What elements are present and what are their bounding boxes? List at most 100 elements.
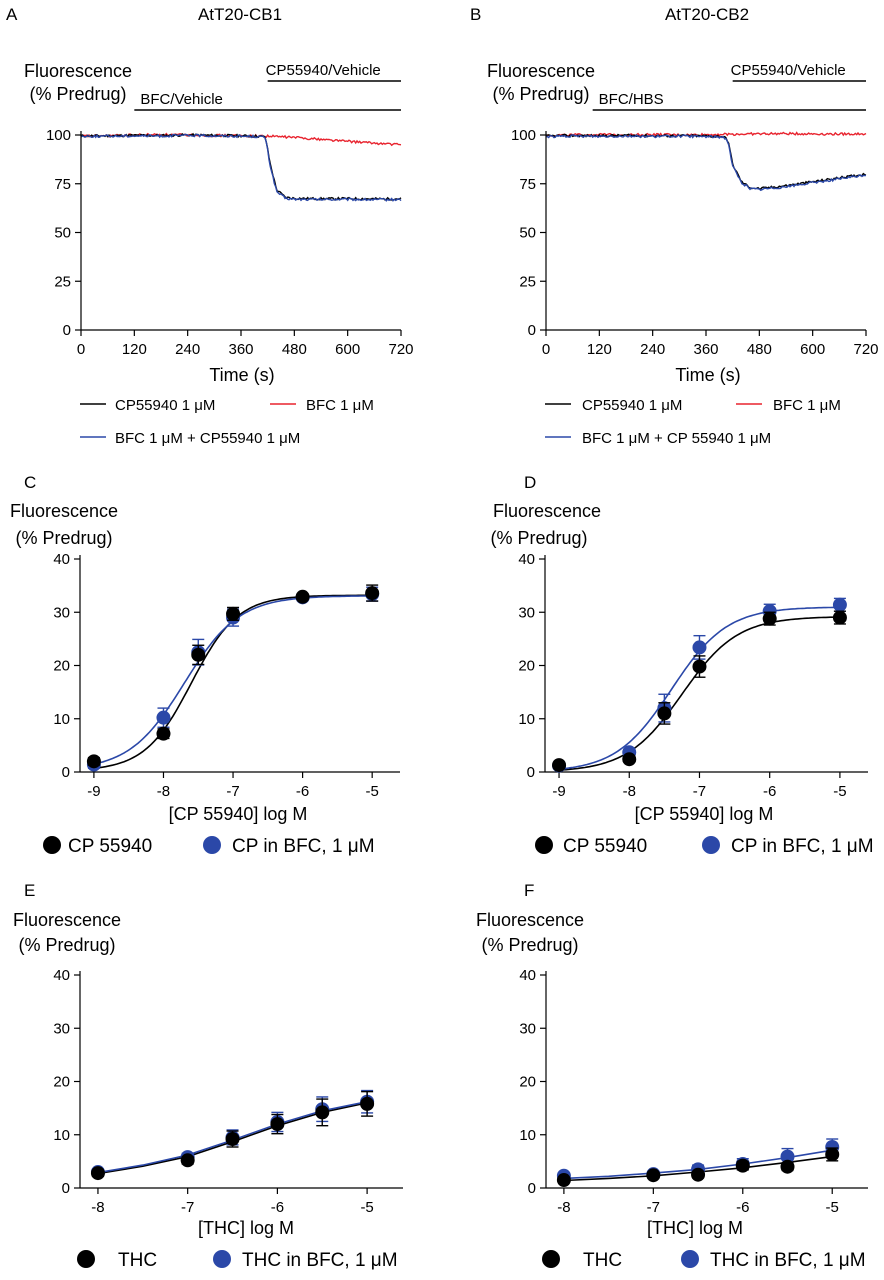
- y-axis-label-line2: (% Predrug): [490, 528, 587, 548]
- y-axis-label-line1: Fluorescence: [24, 61, 132, 81]
- x-tick-label: 480: [282, 341, 307, 358]
- legend-label: BFC 1 μM + CP 55940 1 μM: [582, 430, 771, 447]
- data-point: [762, 611, 777, 626]
- y-tick-label: 100: [46, 127, 71, 144]
- data-point: [156, 710, 171, 725]
- data-point: [365, 586, 380, 601]
- x-axis-label: Time (s): [209, 365, 274, 385]
- x-axis-label: Time (s): [675, 365, 740, 385]
- y-tick-label: 0: [62, 1180, 70, 1197]
- x-axis-label: [THC] log M: [647, 1218, 743, 1238]
- x-tick-label: -7: [226, 783, 239, 800]
- data-point: [180, 1153, 195, 1168]
- x-tick-label: 720: [388, 341, 413, 358]
- x-axis-label: [CP 55940] log M: [635, 804, 774, 824]
- panel-letter-a: A: [6, 5, 18, 24]
- x-tick-label: -7: [647, 1199, 660, 1216]
- data-point: [270, 1117, 285, 1132]
- x-tick-label: -8: [91, 1199, 104, 1216]
- legend-e: THC THC in BFC, 1 μM: [77, 1250, 398, 1271]
- panel-e: E Fluorescence (% Predrug) [THC] log M -…: [13, 881, 403, 1271]
- x-tick-label: -5: [360, 1199, 373, 1216]
- x-tick-label: -8: [157, 783, 170, 800]
- x-tick-label: 720: [853, 341, 878, 358]
- legend-marker: [213, 1250, 231, 1268]
- legend-label: CP55940 1 μM: [582, 397, 682, 414]
- plot-area-f: -8 -7 -6 -5 0 10 20 30 40: [519, 967, 868, 1216]
- x-tick-label: -5: [826, 1199, 839, 1216]
- legend-marker: [542, 1250, 560, 1268]
- y-tick-label: 0: [63, 322, 71, 339]
- data-point: [832, 610, 847, 625]
- y-tick-label: 20: [518, 658, 535, 675]
- y-axis-label-line2: (% Predrug): [492, 84, 589, 104]
- panel-c: C Fluorescence (% Predrug) [CP 55940] lo…: [10, 473, 400, 857]
- data-point: [780, 1159, 795, 1174]
- y-tick-label: 25: [519, 273, 536, 290]
- x-tick-label: -9: [87, 783, 100, 800]
- y-axis-label-line1: Fluorescence: [487, 61, 595, 81]
- y-axis-label-line1: Fluorescence: [476, 910, 584, 930]
- y-tick-label: 40: [53, 967, 70, 984]
- legend-marker: [702, 836, 720, 854]
- legend-d: CP 55940 CP in BFC, 1 μM: [535, 836, 874, 857]
- panel-f: F Fluorescence (% Predrug) [THC] log M -…: [476, 881, 868, 1271]
- data-point: [622, 752, 637, 767]
- legend-label: CP 55940: [563, 836, 647, 857]
- x-tick-label: -8: [557, 1199, 570, 1216]
- legend-label: BFC 1 μM: [773, 397, 841, 414]
- legend-marker: [203, 836, 221, 854]
- y-axis-label-line1: Fluorescence: [10, 501, 118, 521]
- panel-letter-e: E: [24, 881, 35, 900]
- x-tick-label: 600: [335, 341, 360, 358]
- y-tick-label: 20: [519, 1074, 536, 1091]
- panel-title-b: AtT20-CB2: [665, 5, 749, 24]
- series-line: [80, 133, 402, 202]
- plot-area-c: -9 -8 -7 -6 -5 0 10 20 30 40: [53, 551, 400, 800]
- plot-area-a: CP55940/Vehicle BFC/Vehicle 0 120 240 360 480 6…: [46, 62, 414, 358]
- x-tick-label: -6: [271, 1199, 284, 1216]
- panel-letter-f: F: [524, 881, 534, 900]
- data-point: [226, 606, 241, 621]
- x-tick-label: 600: [800, 341, 825, 358]
- y-tick-label: 0: [527, 764, 535, 781]
- y-tick-label: 0: [528, 1180, 536, 1197]
- y-tick-label: 40: [518, 551, 535, 568]
- y-tick-label: 50: [54, 225, 71, 242]
- x-tick-label: 0: [542, 341, 550, 358]
- y-tick-label: 10: [53, 711, 70, 728]
- y-tick-label: 20: [53, 1074, 70, 1091]
- y-tick-label: 10: [53, 1127, 70, 1144]
- y-tick-label: 40: [53, 551, 70, 568]
- data-point: [832, 597, 847, 612]
- y-tick-label: 30: [53, 604, 70, 621]
- x-tick-label: -7: [693, 783, 706, 800]
- panel-a: A AtT20-CB1 Fluorescence (% Predrug) Tim…: [6, 5, 414, 447]
- x-tick-label: 120: [122, 341, 147, 358]
- x-tick-label: 240: [640, 341, 665, 358]
- x-tick-label: -5: [366, 783, 379, 800]
- x-tick-label: 240: [175, 341, 200, 358]
- legend-label: CP 55940: [68, 836, 152, 857]
- panel-title-a: AtT20-CB1: [198, 5, 282, 24]
- data-point: [692, 640, 707, 655]
- x-tick-label: -9: [552, 783, 565, 800]
- panel-letter-c: C: [24, 473, 36, 492]
- series-line: [545, 133, 867, 190]
- y-tick-label: 75: [519, 176, 536, 193]
- data-point: [295, 589, 310, 604]
- legend-label: THC in BFC, 1 μM: [242, 1250, 398, 1271]
- data-point: [556, 1173, 571, 1188]
- y-axis-label-line1: Fluorescence: [13, 910, 121, 930]
- x-tick-label: 360: [693, 341, 718, 358]
- plot-area-b: CP55940/Vehicle BFC/HBS 0 120 240 360 480 600 72…: [511, 62, 879, 358]
- panel-letter-b: B: [470, 5, 481, 24]
- data-point: [825, 1147, 840, 1162]
- drug-bar-label: CP55940/Vehicle: [731, 62, 846, 79]
- legend-label: BFC 1 μM + CP55940 1 μM: [115, 430, 300, 447]
- legend-marker: [77, 1250, 95, 1268]
- data-point: [780, 1149, 795, 1164]
- x-tick-label: -8: [623, 783, 636, 800]
- legend-label: CP55940 1 μM: [115, 397, 215, 414]
